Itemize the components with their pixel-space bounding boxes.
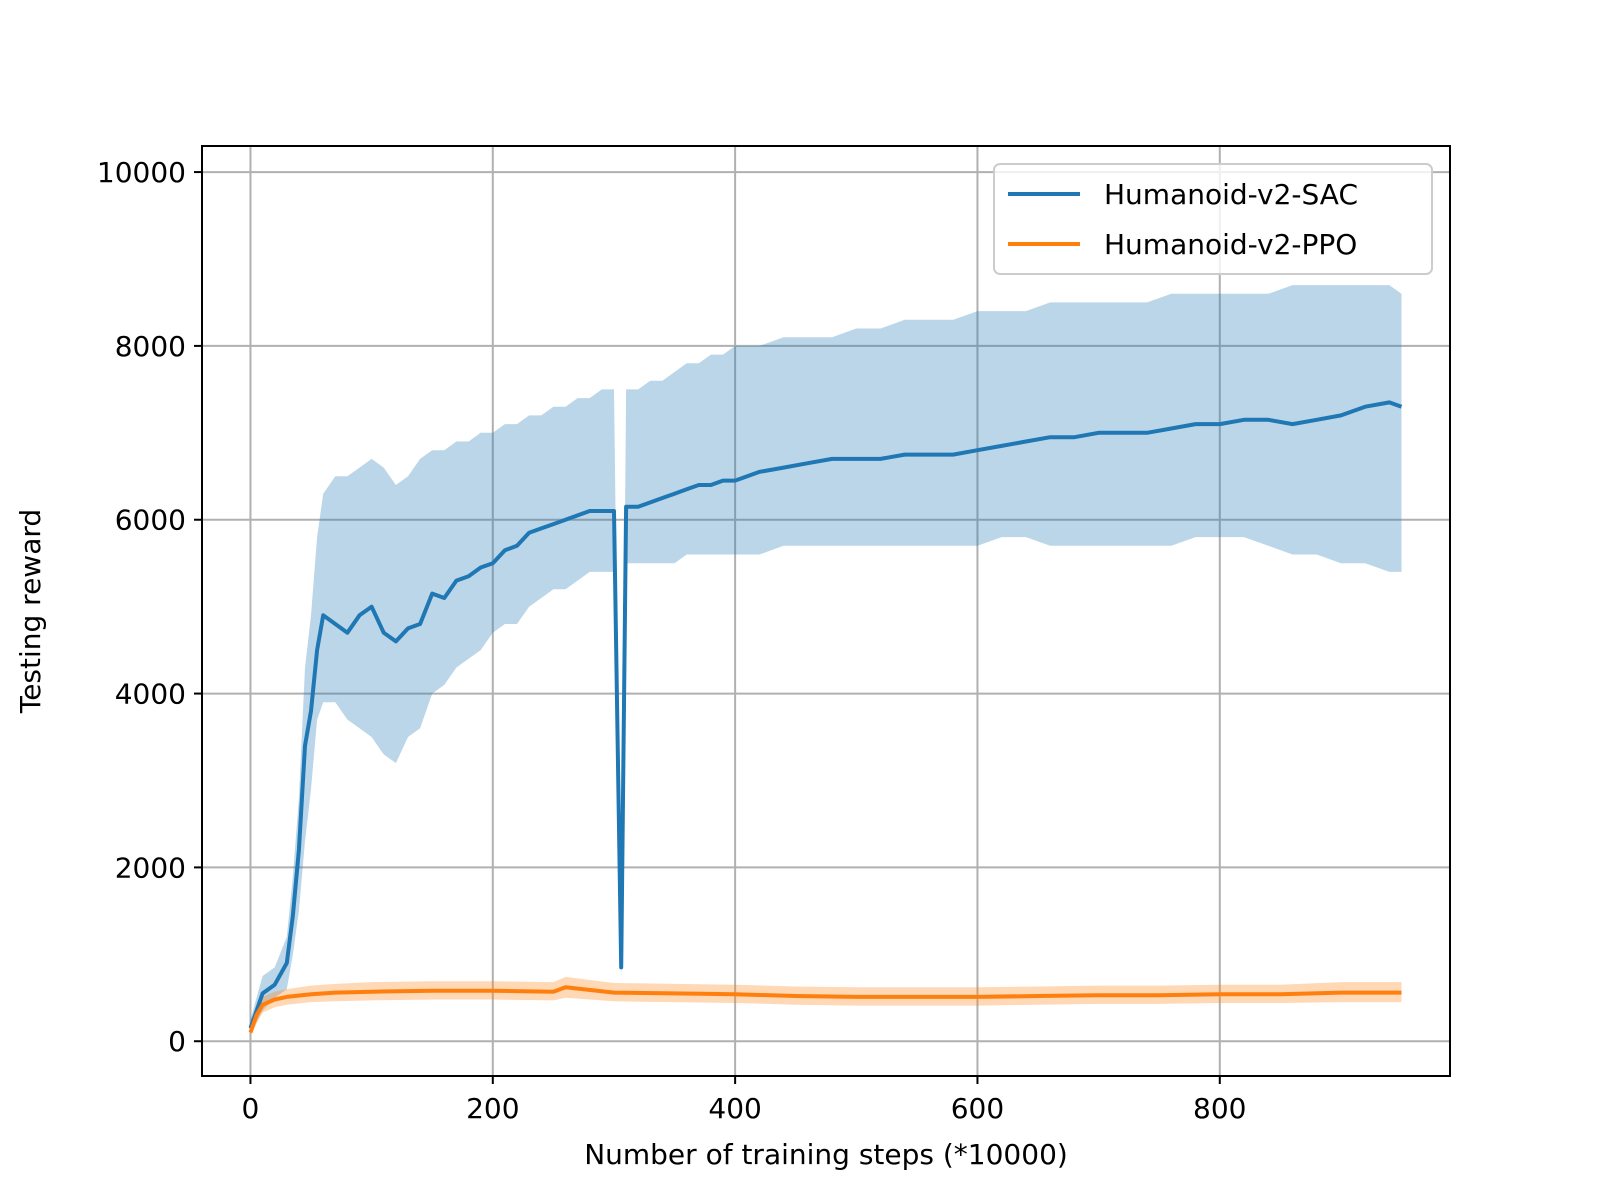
y-tick-label: 10000 bbox=[97, 156, 186, 189]
y-tick-label: 8000 bbox=[115, 330, 186, 363]
x-tick-label: 0 bbox=[242, 1092, 260, 1125]
y-tick-label: 2000 bbox=[115, 851, 186, 884]
y-tick-label: 0 bbox=[168, 1025, 186, 1058]
x-axis-ticks: 0 200 400 600 800 bbox=[242, 1076, 1247, 1125]
legend-box bbox=[993, 163, 1433, 275]
plot-frame bbox=[201, 145, 1451, 1077]
x-tick-label: 600 bbox=[951, 1092, 1004, 1125]
y-tick-label: 4000 bbox=[115, 678, 186, 711]
x-tick-label: 400 bbox=[708, 1092, 761, 1125]
y-axis-ticks: 0 2000 4000 6000 8000 10000 bbox=[97, 156, 202, 1058]
series-band-sac bbox=[250, 285, 1402, 1033]
y-axis-label: Testing reward bbox=[14, 509, 47, 714]
x-tick-label: 200 bbox=[466, 1092, 519, 1125]
y-tick-label: 6000 bbox=[115, 504, 186, 537]
x-tick-label: 800 bbox=[1193, 1092, 1246, 1125]
series-line-sac bbox=[248, 400, 1403, 1029]
legend-label-ppo: Humanoid-v2-PPO bbox=[1104, 228, 1357, 261]
legend-label-sac: Humanoid-v2-SAC bbox=[1104, 178, 1358, 211]
series-line-ppo bbox=[248, 985, 1402, 1034]
series-lines bbox=[248, 400, 1403, 1034]
x-axis-label: Number of training steps (*10000) bbox=[584, 1138, 1068, 1171]
legend: Humanoid-v2-SAC Humanoid-v2-PPO bbox=[993, 163, 1433, 275]
